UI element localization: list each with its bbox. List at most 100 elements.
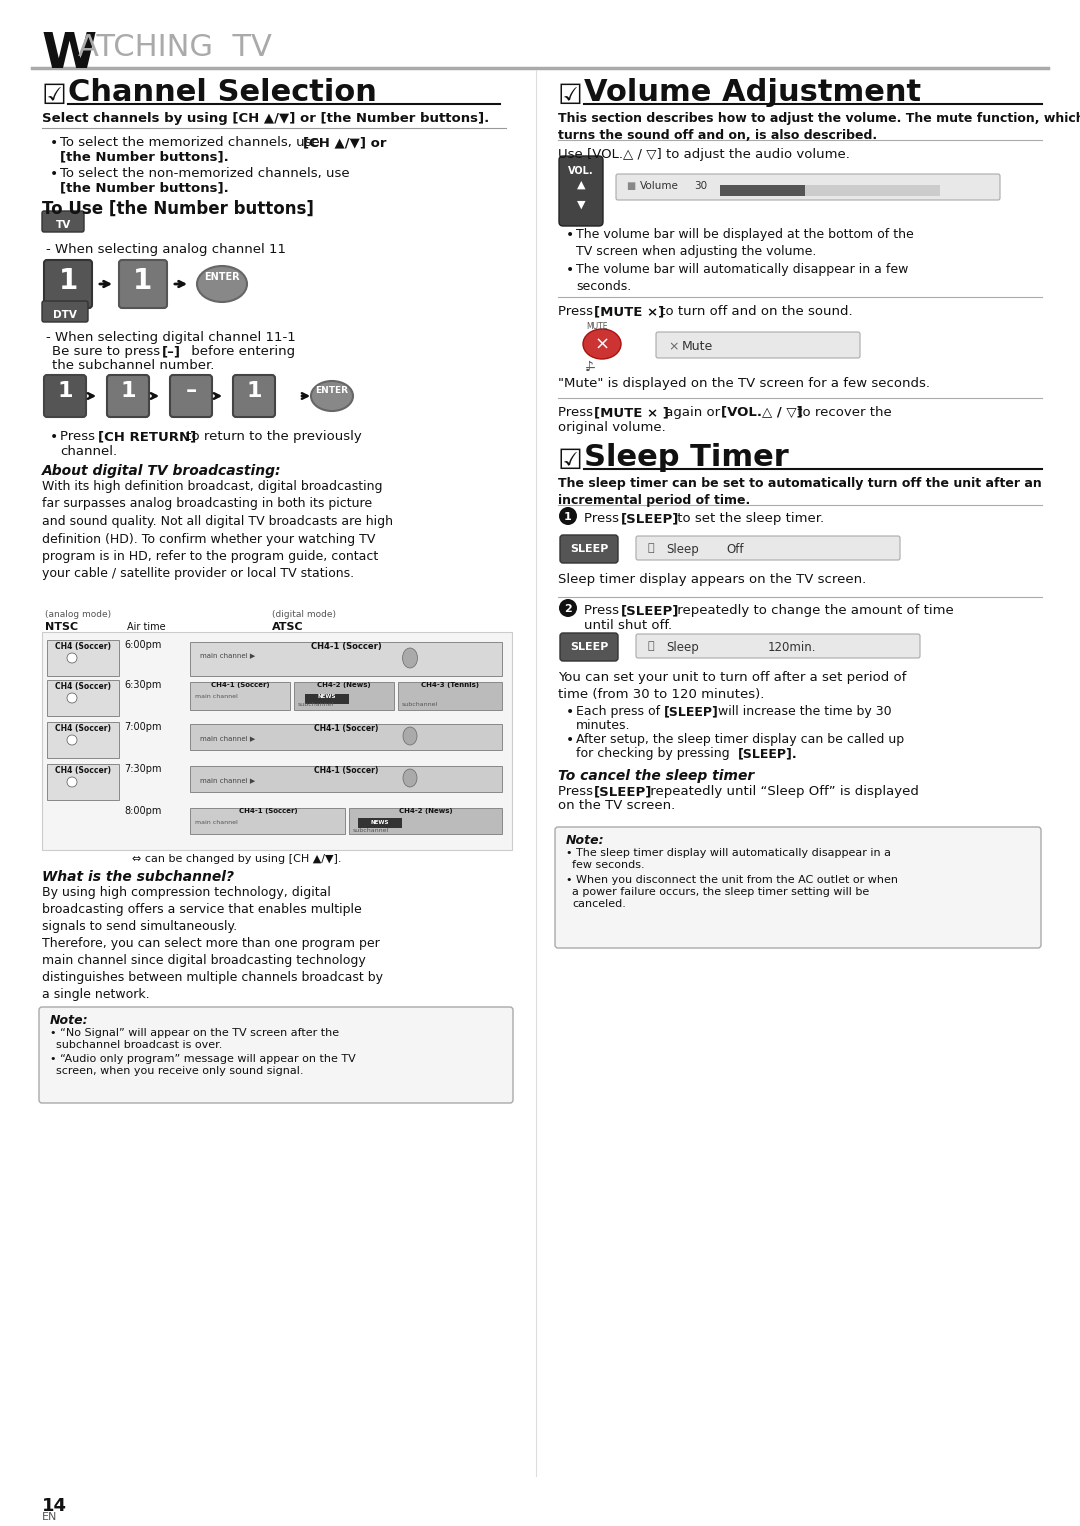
Text: 30: 30 <box>694 182 707 191</box>
Text: [–]: [–] <box>162 345 181 359</box>
Text: Each press of: Each press of <box>576 705 664 719</box>
Ellipse shape <box>403 769 417 787</box>
Text: main channel: main channel <box>195 819 238 826</box>
Bar <box>357 818 402 829</box>
Ellipse shape <box>311 382 353 410</box>
FancyBboxPatch shape <box>561 536 618 563</box>
Text: CH4-2 (News): CH4-2 (News) <box>400 807 453 813</box>
Text: CH4-3 (Tennis): CH4-3 (Tennis) <box>421 682 480 688</box>
FancyBboxPatch shape <box>559 156 603 226</box>
Text: - When selecting analog channel 11: - When selecting analog channel 11 <box>46 243 286 256</box>
Bar <box>720 185 805 195</box>
Bar <box>399 682 502 710</box>
Text: 1: 1 <box>564 513 572 522</box>
Text: The sleep timer can be set to automatically turn off the unit after an
increment: The sleep timer can be set to automatica… <box>558 478 1042 507</box>
Text: Note:: Note: <box>566 835 605 847</box>
Text: ▼: ▼ <box>577 200 585 211</box>
FancyBboxPatch shape <box>119 259 167 308</box>
Text: What is the subchannel?: What is the subchannel? <box>42 870 234 884</box>
FancyBboxPatch shape <box>44 259 92 308</box>
Text: CH4-2 (News): CH4-2 (News) <box>318 682 370 688</box>
Text: [MUTE × ]: [MUTE × ] <box>594 406 669 420</box>
Text: screen, when you receive only sound signal.: screen, when you receive only sound sign… <box>56 1067 303 1076</box>
Text: ☑: ☑ <box>42 82 67 110</box>
Text: few seconds.: few seconds. <box>572 861 645 870</box>
Text: 7:00pm: 7:00pm <box>124 722 162 732</box>
Text: ⌛: ⌛ <box>648 543 654 552</box>
Bar <box>190 807 345 835</box>
Text: 7:30pm: 7:30pm <box>124 765 162 774</box>
FancyBboxPatch shape <box>616 174 1000 200</box>
Text: on the TV screen.: on the TV screen. <box>558 800 675 812</box>
Circle shape <box>559 600 577 617</box>
Text: Sleep: Sleep <box>666 543 699 555</box>
Text: Press: Press <box>60 430 99 443</box>
Text: You can set your unit to turn off after a set period of
time (from 30 to 120 min: You can set your unit to turn off after … <box>558 671 906 700</box>
Text: To select the non-memorized channels, use: To select the non-memorized channels, us… <box>60 166 350 180</box>
Text: Volume Adjustment: Volume Adjustment <box>584 78 921 107</box>
Text: main channel ▶: main channel ▶ <box>200 777 255 783</box>
Text: ☑: ☑ <box>558 447 583 475</box>
Text: VOL.: VOL. <box>568 166 594 175</box>
FancyBboxPatch shape <box>656 333 860 359</box>
Bar <box>190 682 291 710</box>
Text: 1: 1 <box>133 267 152 295</box>
Text: subchannel: subchannel <box>402 702 438 707</box>
Text: SLEEP: SLEEP <box>570 543 608 554</box>
Text: Press: Press <box>558 305 597 317</box>
Text: CH4-1 (Soccer): CH4-1 (Soccer) <box>314 766 378 775</box>
Text: ☑: ☑ <box>558 82 583 110</box>
Text: ATCHING  TV: ATCHING TV <box>78 34 272 63</box>
Text: • When you disconnect the unit from the AC outlet or when: • When you disconnect the unit from the … <box>566 874 897 885</box>
Text: Mute: Mute <box>681 340 713 353</box>
Text: The volume bar will be displayed at the bottom of the
TV screen when adjusting t: The volume bar will be displayed at the … <box>576 227 914 258</box>
Text: for checking by pressing: for checking by pressing <box>576 748 733 760</box>
Text: the subchannel number.: the subchannel number. <box>52 359 214 372</box>
Text: Press: Press <box>558 784 597 798</box>
Text: To cancel the sleep timer: To cancel the sleep timer <box>558 769 754 783</box>
Text: [the Number buttons].: [the Number buttons]. <box>60 150 229 163</box>
Text: • The sleep timer display will automatically disappear in a: • The sleep timer display will automatic… <box>566 848 891 858</box>
Text: Sleep timer display appears on the TV screen.: Sleep timer display appears on the TV sc… <box>558 572 866 586</box>
Text: until shut off.: until shut off. <box>584 620 672 632</box>
Text: [VOL.△ / ▽]: [VOL.△ / ▽] <box>721 406 802 420</box>
Bar <box>190 723 502 749</box>
Text: Press: Press <box>584 513 623 525</box>
Text: will increase the time by 30: will increase the time by 30 <box>714 705 892 719</box>
Text: - When selecting digital channel 11-1: - When selecting digital channel 11-1 <box>46 331 296 343</box>
Bar <box>48 722 119 758</box>
Text: (analog mode): (analog mode) <box>45 610 111 620</box>
Text: CH4 (Soccer): CH4 (Soccer) <box>55 766 111 775</box>
Text: channel.: channel. <box>60 446 117 458</box>
Text: ENTER: ENTER <box>315 386 349 395</box>
Text: [the Number buttons].: [the Number buttons]. <box>60 182 229 194</box>
Text: To select the memorized channels, use: To select the memorized channels, use <box>60 136 324 150</box>
Text: CH4 (Soccer): CH4 (Soccer) <box>55 682 111 691</box>
Text: NTSC: NTSC <box>45 623 78 632</box>
Text: subchannel broadcast is over.: subchannel broadcast is over. <box>56 1041 222 1050</box>
Text: Sleep Timer: Sleep Timer <box>584 443 788 472</box>
FancyBboxPatch shape <box>170 375 212 417</box>
Text: ■: ■ <box>626 182 635 191</box>
Text: [CH ▲/▼] or: [CH ▲/▼] or <box>303 136 387 150</box>
FancyBboxPatch shape <box>561 633 618 661</box>
Text: Sleep: Sleep <box>666 641 699 655</box>
Text: About digital TV broadcasting:: About digital TV broadcasting: <box>42 464 282 478</box>
Ellipse shape <box>403 649 418 668</box>
Text: 6:30pm: 6:30pm <box>124 681 161 690</box>
Ellipse shape <box>403 726 417 745</box>
Bar <box>48 639 119 676</box>
Text: to return to the previously: to return to the previously <box>183 430 362 443</box>
Text: –: – <box>186 382 197 401</box>
Text: •: • <box>566 732 575 748</box>
Text: ×: × <box>594 336 609 354</box>
Text: ENTER: ENTER <box>204 272 240 282</box>
Text: ATSC: ATSC <box>272 623 303 632</box>
Text: The volume bar will automatically disappear in a few
seconds.: The volume bar will automatically disapp… <box>576 262 908 293</box>
Text: By using high compression technology, digital
broadcasting offers a service that: By using high compression technology, di… <box>42 887 383 1001</box>
Text: main channel ▶: main channel ▶ <box>200 652 255 658</box>
Text: ▲: ▲ <box>577 180 585 191</box>
Text: CH4-1 (Soccer): CH4-1 (Soccer) <box>211 682 269 688</box>
Text: CH4 (Soccer): CH4 (Soccer) <box>55 642 111 652</box>
Text: This section describes how to adjust the volume. The mute function, which
turns : This section describes how to adjust the… <box>558 111 1080 142</box>
